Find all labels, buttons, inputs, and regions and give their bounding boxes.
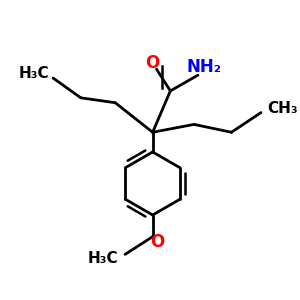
Text: CH₃: CH₃ xyxy=(267,101,298,116)
Text: O: O xyxy=(146,54,160,72)
Text: NH₂: NH₂ xyxy=(186,58,221,76)
Text: H₃C: H₃C xyxy=(88,251,119,266)
Text: H₃C: H₃C xyxy=(18,66,49,81)
Text: O: O xyxy=(150,232,165,250)
